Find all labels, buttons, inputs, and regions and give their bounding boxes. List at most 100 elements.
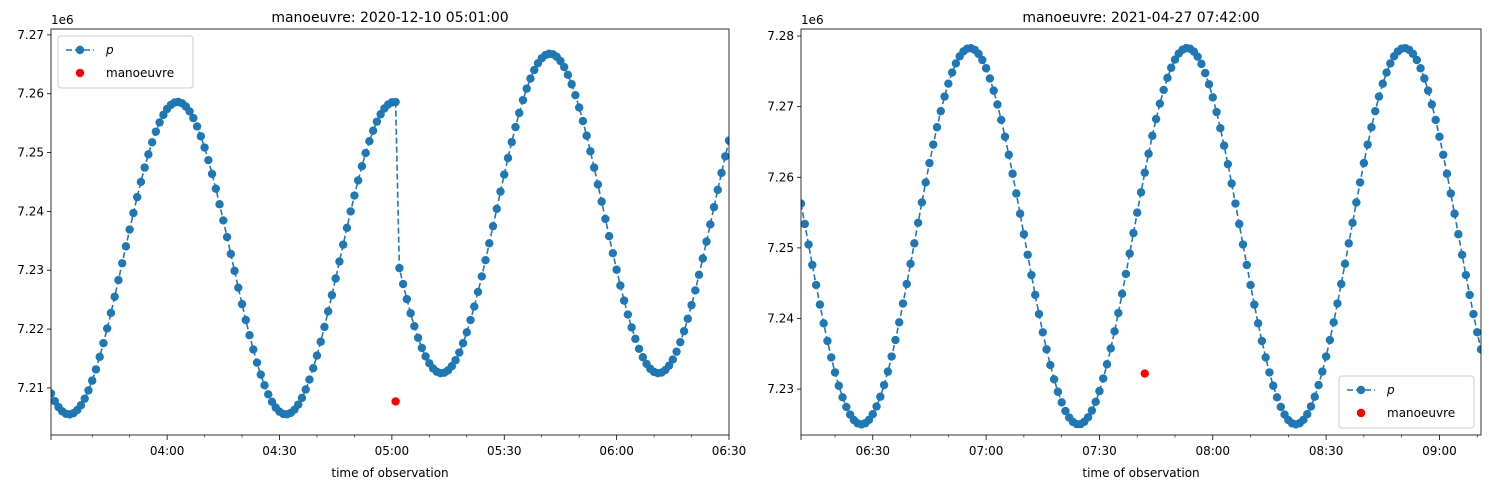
data-point-p <box>1204 80 1214 89</box>
legend-box <box>57 35 194 89</box>
data-point-p <box>823 336 832 346</box>
data-point-p <box>189 113 198 123</box>
axis-offset-text: 1e6 <box>51 13 74 27</box>
data-point-p <box>947 68 957 77</box>
data-point-p <box>1378 79 1387 88</box>
data-point-p <box>211 184 221 193</box>
plot-area <box>51 49 729 419</box>
data-point-p <box>357 162 367 171</box>
data-point-p <box>876 392 885 401</box>
data-point-p <box>395 263 404 273</box>
data-point-p <box>1167 63 1176 72</box>
x-axis-label: time of observation <box>1082 466 1199 480</box>
data-point-p <box>1117 289 1127 299</box>
data-point-p <box>1102 360 1112 369</box>
data-point-p <box>974 49 983 59</box>
data-point-p <box>338 240 348 249</box>
data-point-p <box>117 259 127 268</box>
data-point-p <box>804 240 813 249</box>
data-point-p <box>1034 309 1044 319</box>
data-point-p <box>102 324 112 333</box>
data-point-p <box>309 364 318 373</box>
data-point-p <box>913 218 923 228</box>
data-point-p <box>1049 375 1059 384</box>
data-point-p <box>477 272 486 281</box>
data-point-p <box>664 361 674 370</box>
data-point-p <box>503 153 513 163</box>
data-point-p <box>1344 239 1353 248</box>
x-tick-label: 04:30 <box>262 444 297 458</box>
data-point-p <box>215 200 224 209</box>
data-point-p <box>1083 413 1093 422</box>
data-point-p <box>1114 308 1123 318</box>
data-point-p <box>616 281 625 290</box>
data-point-p <box>365 136 374 146</box>
data-point-p <box>929 140 938 149</box>
data-point-p <box>868 410 877 419</box>
data-point-p <box>88 376 97 385</box>
data-point-p <box>571 90 580 100</box>
data-point-p <box>327 290 337 300</box>
data-point-p <box>1208 93 1217 102</box>
data-point-p <box>1246 280 1255 290</box>
data-point-p <box>1038 328 1047 337</box>
data-point-p <box>1212 107 1221 117</box>
data-point-p <box>204 155 213 165</box>
data-point-p <box>1412 55 1421 65</box>
data-point-p <box>709 202 719 212</box>
data-point-p <box>353 176 363 185</box>
series-line-p <box>801 47 1481 426</box>
data-point-p <box>1110 327 1119 336</box>
data-point-p <box>245 330 254 340</box>
data-point-p <box>1367 123 1376 132</box>
data-point-p <box>417 343 427 353</box>
data-point-p <box>638 353 648 362</box>
data-point-p <box>672 347 681 356</box>
data-point-p <box>1325 335 1335 345</box>
data-point-p <box>895 318 904 327</box>
data-point-p <box>1042 345 1051 354</box>
data-point-p <box>511 122 520 132</box>
data-point-p <box>485 239 494 248</box>
data-point-p <box>125 225 134 234</box>
data-point-p <box>1371 106 1380 116</box>
data-point-p <box>1012 189 1021 198</box>
data-point-p <box>1423 86 1433 95</box>
y-tick-label: 7.26 <box>17 87 44 101</box>
data-point-p <box>526 74 535 83</box>
data-point-p <box>608 249 618 258</box>
data-point-p <box>940 92 949 101</box>
data-point-p <box>604 232 614 241</box>
data-point-p <box>1125 249 1134 258</box>
data-point-p <box>252 358 262 367</box>
data-point-p <box>1435 132 1444 141</box>
y-tick-label: 7.21 <box>17 381 44 395</box>
data-point-p <box>978 55 987 65</box>
data-point-p <box>827 353 836 362</box>
data-point-p <box>1015 209 1025 218</box>
legend-marker-manoeuvre <box>75 68 85 78</box>
legend: p manoeuvre <box>1338 375 1475 429</box>
data-point-p <box>1427 100 1437 109</box>
data-point-p <box>1148 131 1157 140</box>
data-point-p <box>413 333 423 342</box>
data-point-p <box>200 143 209 152</box>
data-point-p <box>1216 123 1225 133</box>
data-point-p <box>264 390 273 399</box>
data-point-p <box>372 117 382 126</box>
y-tick-label: 7.27 <box>767 100 794 114</box>
data-point-p <box>1359 158 1369 168</box>
data-point-p <box>301 385 310 394</box>
data-point-p <box>801 219 809 229</box>
data-point-p <box>1242 260 1251 270</box>
data-point-p <box>932 123 942 132</box>
data-point-p <box>1031 290 1040 300</box>
data-point-p <box>1121 269 1131 279</box>
data-point-p <box>801 199 806 208</box>
x-tick-label: 07:30 <box>1082 444 1117 458</box>
data-point-p <box>91 365 101 374</box>
data-point-p <box>121 242 131 251</box>
y-tick-label: 7.22 <box>17 322 44 336</box>
data-point-p <box>989 86 998 95</box>
data-point-p <box>586 147 595 156</box>
